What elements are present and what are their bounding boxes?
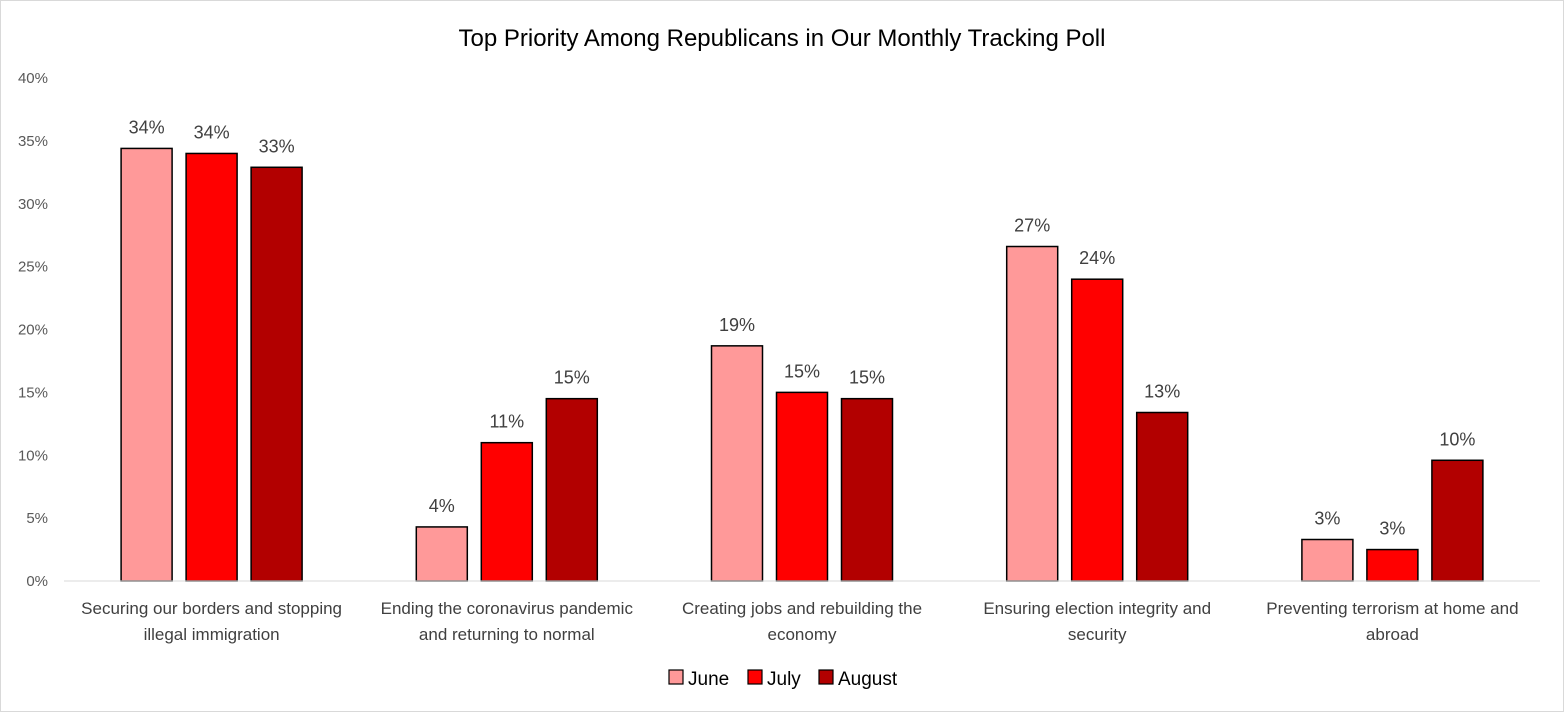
category-label: Ending the coronavirus pandemic xyxy=(381,599,634,618)
data-label: 13% xyxy=(1144,381,1180,401)
bar-july-3 xyxy=(1070,278,1124,582)
data-label: 34% xyxy=(194,122,230,142)
y-tick-label: 35% xyxy=(18,133,48,150)
bar-june-4 xyxy=(1301,538,1354,582)
data-label: 15% xyxy=(849,368,885,388)
data-label: 33% xyxy=(259,136,295,156)
data-label: 10% xyxy=(1439,429,1475,449)
data-labels: 34% 34% 33% 4% 11% 15% 19% 15% 15% 27% 24% 13% 3% 3% 1… xyxy=(129,117,1476,538)
category-label: abroad xyxy=(1366,625,1419,644)
y-tick-label: 5% xyxy=(26,510,48,527)
data-label: 3% xyxy=(1314,509,1340,529)
bar-august-2 xyxy=(840,397,894,582)
data-label: 24% xyxy=(1079,248,1115,268)
bar-june-3 xyxy=(1005,245,1059,582)
y-tick-label: 30% xyxy=(18,196,48,213)
legend-label-july: July xyxy=(767,669,801,690)
data-label: 34% xyxy=(129,117,165,137)
bar-august-0 xyxy=(250,166,303,582)
bar-june-0 xyxy=(120,147,173,582)
y-tick-label: 40% xyxy=(18,70,48,87)
legend-swatch-june xyxy=(668,669,684,685)
legend-swatch-july xyxy=(747,669,763,685)
data-label: 15% xyxy=(554,368,590,388)
y-tick-label: 15% xyxy=(18,384,48,401)
x-axis: Securing our borders and stopping illegal… xyxy=(81,599,1518,644)
chart-title: Top Priority Among Republicans in Our Mo… xyxy=(459,25,1106,52)
data-label: 4% xyxy=(429,496,455,516)
bars xyxy=(120,147,1484,582)
data-label: 27% xyxy=(1014,216,1050,236)
y-tick-label: 0% xyxy=(26,573,48,590)
legend-swatch-august xyxy=(818,669,834,685)
category-label: Creating jobs and rebuilding the xyxy=(682,599,922,618)
y-axis: 0% 5% 10% 15% 20% 25% 30% 35% 40% xyxy=(18,70,48,590)
y-tick-label: 10% xyxy=(18,447,48,464)
category-label: Ensuring election integrity and xyxy=(983,599,1211,618)
data-label: 19% xyxy=(719,315,755,335)
category-label: Preventing terrorism at home and xyxy=(1266,599,1518,618)
category-label: illegal immigration xyxy=(144,625,280,644)
bar-august-1 xyxy=(545,397,599,582)
category-label: security xyxy=(1068,625,1127,644)
data-label: 3% xyxy=(1379,519,1405,539)
legend: June July August xyxy=(668,669,898,690)
y-tick-label: 25% xyxy=(18,259,48,276)
category-label: Securing our borders and stopping xyxy=(81,599,342,618)
bar-august-4 xyxy=(1431,459,1484,582)
bar-july-2 xyxy=(775,391,829,582)
bar-june-2 xyxy=(710,345,764,582)
y-tick-label: 20% xyxy=(18,322,48,339)
legend-label-august: August xyxy=(838,669,898,690)
bar-july-0 xyxy=(185,152,238,582)
bar-july-4 xyxy=(1366,548,1419,582)
data-label: 15% xyxy=(784,361,820,381)
category-label: and returning to normal xyxy=(419,625,595,644)
bar-june-1 xyxy=(415,526,469,582)
category-label: economy xyxy=(768,625,837,644)
legend-label-june: June xyxy=(688,669,729,690)
data-label: 11% xyxy=(489,412,524,432)
bar-july-1 xyxy=(480,441,534,582)
bar-august-3 xyxy=(1135,411,1189,582)
